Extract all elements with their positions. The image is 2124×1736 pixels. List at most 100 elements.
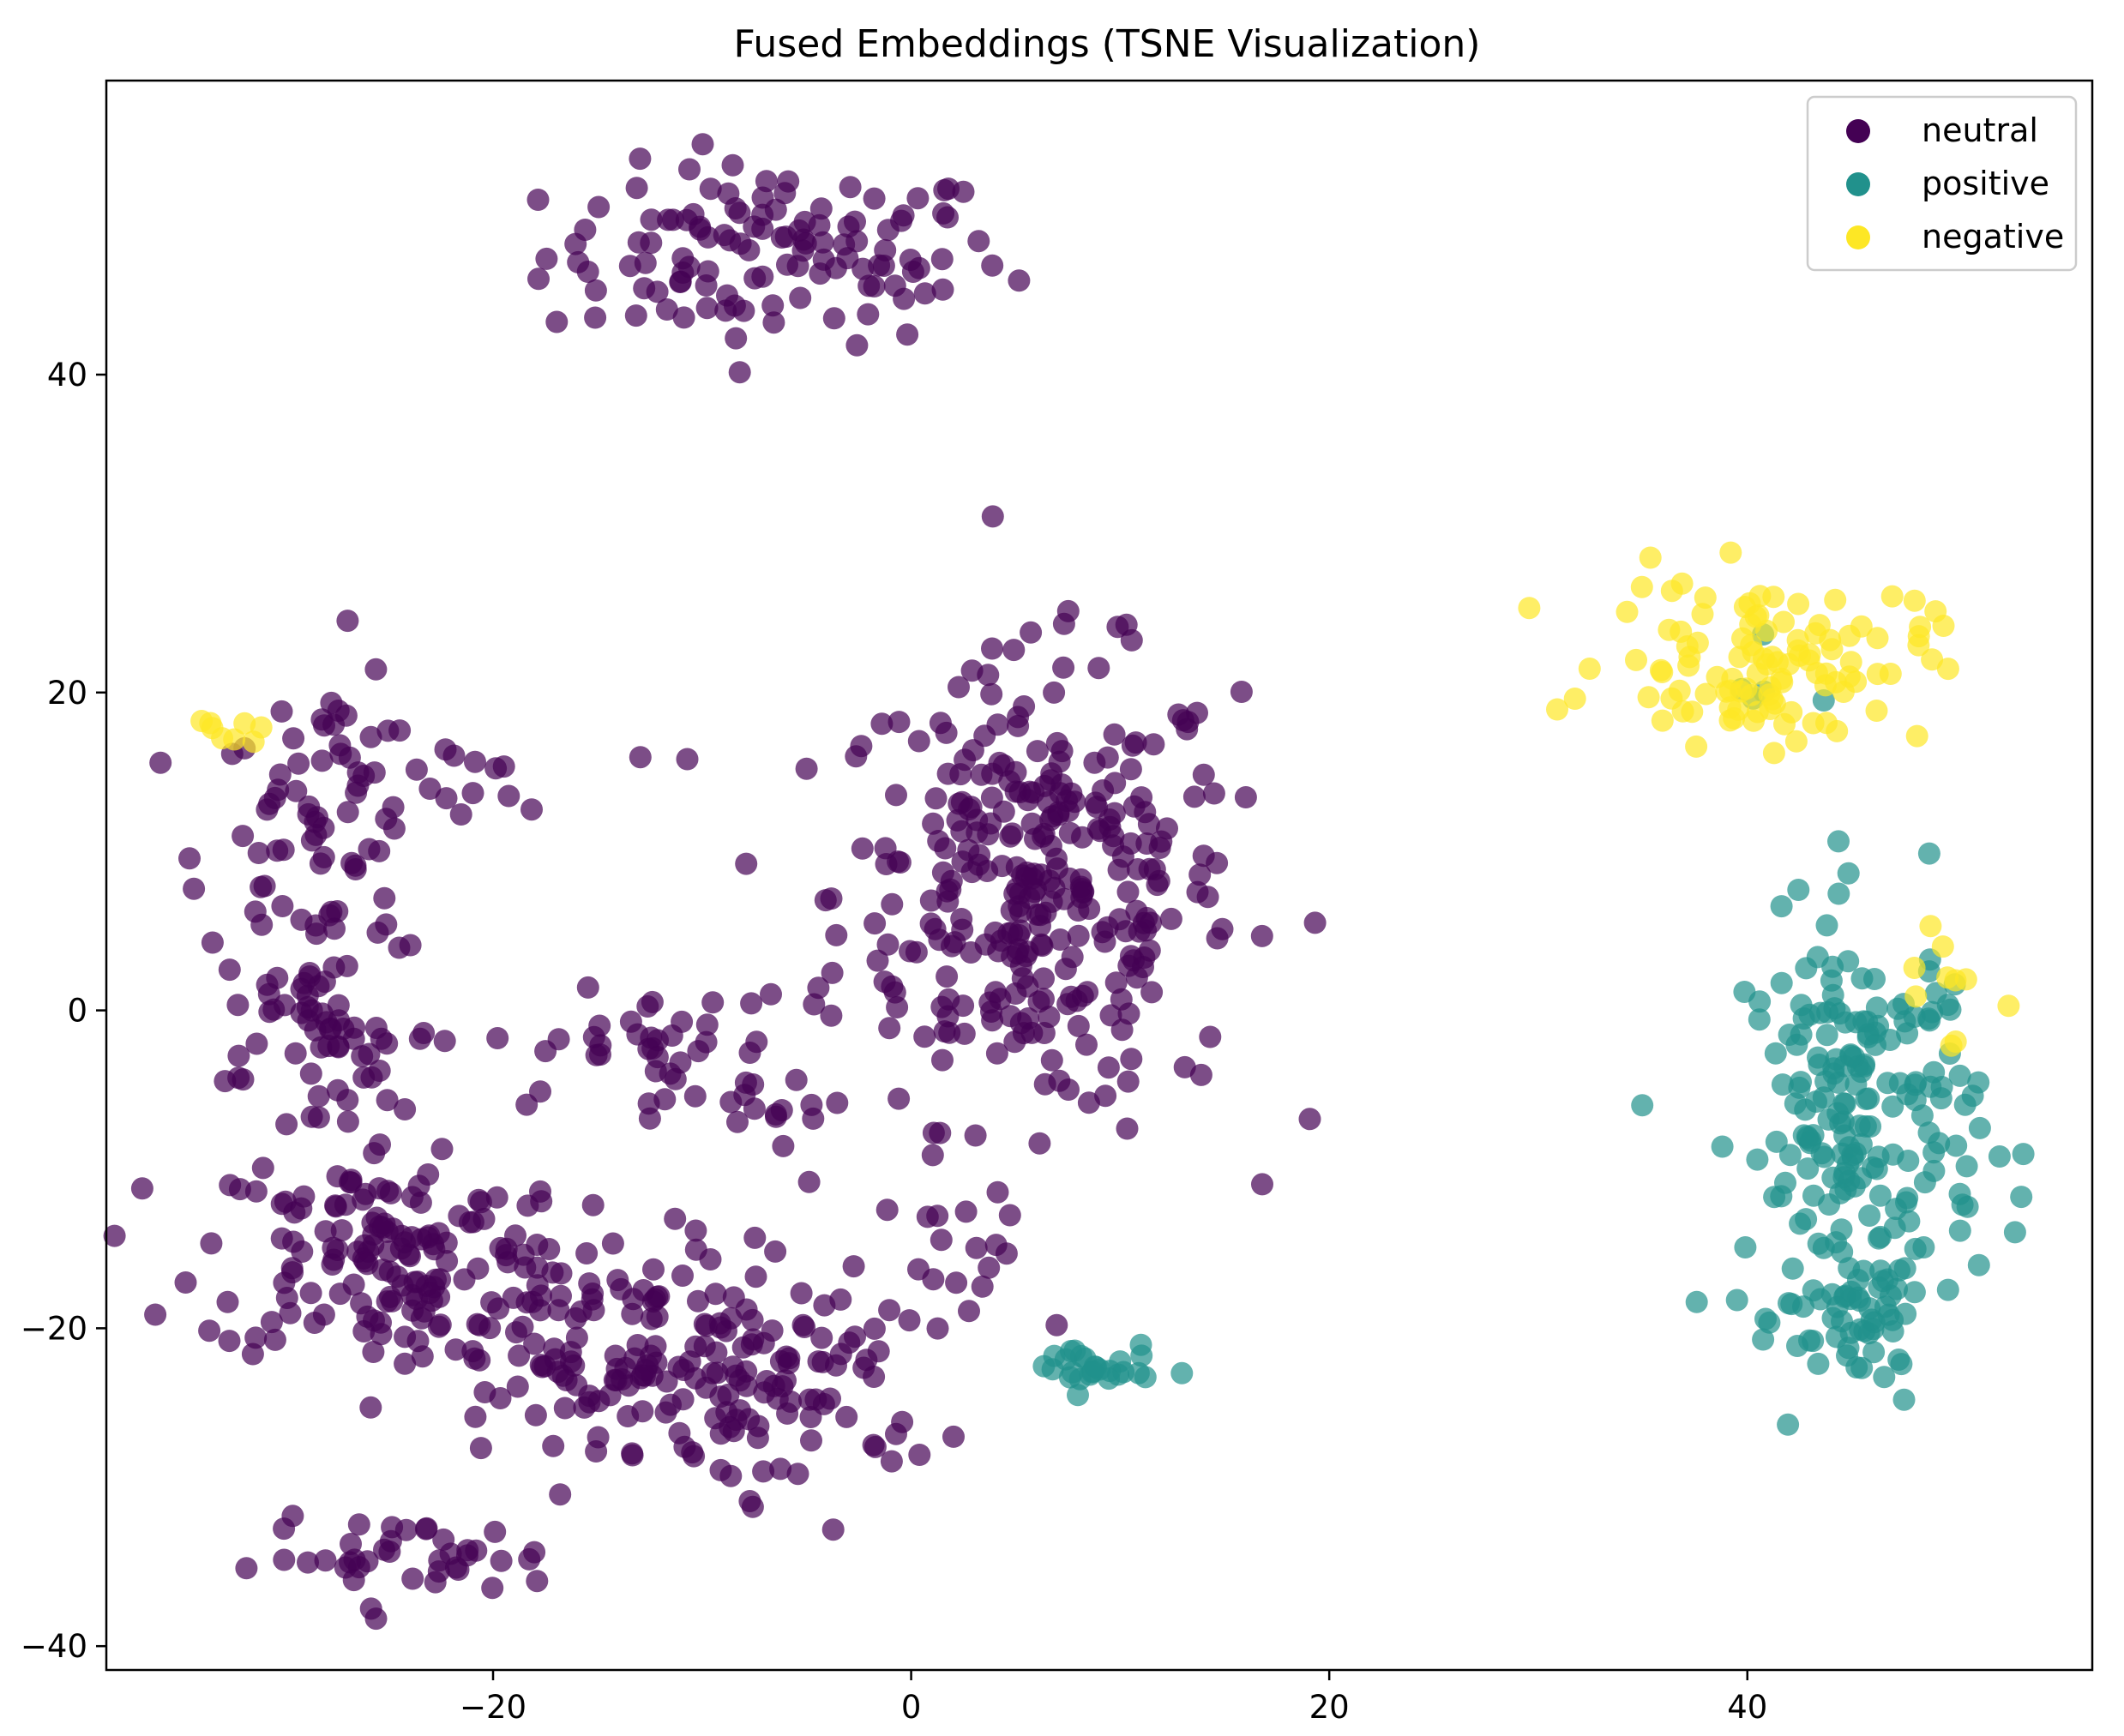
point-neutral bbox=[473, 1381, 496, 1403]
point-neutral bbox=[722, 1420, 745, 1443]
point-neutral bbox=[772, 1134, 795, 1157]
point-positive bbox=[1771, 1073, 1794, 1096]
point-neutral bbox=[263, 1328, 286, 1351]
point-positive bbox=[1896, 1186, 1919, 1210]
point-neutral bbox=[981, 1009, 1004, 1032]
series-positive bbox=[1032, 623, 2035, 1436]
point-neutral bbox=[535, 247, 558, 270]
point-neutral bbox=[442, 744, 466, 767]
point-neutral bbox=[505, 1321, 527, 1344]
point-neutral bbox=[336, 801, 359, 824]
point-neutral bbox=[740, 992, 763, 1015]
point-neutral bbox=[646, 1305, 669, 1328]
point-neutral bbox=[642, 1258, 665, 1281]
point-neutral bbox=[866, 949, 889, 972]
point-neutral bbox=[738, 1490, 761, 1512]
point-neutral bbox=[709, 1385, 732, 1409]
point-neutral bbox=[978, 1256, 1001, 1279]
point-positive bbox=[1881, 1095, 1904, 1118]
point-neutral bbox=[549, 1483, 572, 1506]
point-neutral bbox=[394, 1518, 418, 1541]
point-neutral bbox=[336, 1089, 359, 1112]
point-neutral bbox=[986, 1180, 1009, 1204]
point-neutral bbox=[734, 1071, 757, 1094]
point-neutral bbox=[687, 1289, 709, 1313]
point-neutral bbox=[724, 197, 747, 219]
legend-marker-neutral bbox=[1846, 119, 1870, 143]
point-neutral bbox=[397, 1243, 420, 1266]
point-neutral bbox=[565, 1326, 588, 1349]
point-neutral bbox=[408, 1027, 431, 1050]
point-positive bbox=[1988, 1145, 2011, 1168]
point-neutral bbox=[1061, 946, 1084, 969]
point-neutral bbox=[764, 1240, 787, 1263]
point-neutral bbox=[290, 1001, 313, 1024]
point-neutral bbox=[913, 282, 936, 305]
point-neutral bbox=[1234, 786, 1257, 808]
point-neutral bbox=[326, 1165, 349, 1188]
point-positive bbox=[1770, 895, 1793, 918]
point-neutral bbox=[585, 1043, 608, 1066]
x-tick-label: 40 bbox=[1727, 1689, 1767, 1726]
point-neutral bbox=[655, 1370, 678, 1393]
point-neutral bbox=[878, 1017, 901, 1040]
point-neutral bbox=[1087, 657, 1110, 680]
point-positive bbox=[1752, 1328, 1775, 1351]
point-neutral bbox=[1303, 911, 1327, 934]
point-negative bbox=[1880, 585, 1904, 608]
point-neutral bbox=[336, 1110, 359, 1133]
point-negative bbox=[1997, 994, 2020, 1018]
point-neutral bbox=[1096, 746, 1119, 769]
point-neutral bbox=[274, 994, 296, 1017]
legend: neutral positive negative bbox=[1806, 95, 2078, 272]
point-neutral bbox=[760, 982, 782, 1006]
point-neutral bbox=[881, 975, 904, 998]
point-neutral bbox=[1182, 785, 1206, 808]
point-neutral bbox=[228, 1178, 251, 1201]
point-positive bbox=[1839, 1321, 1862, 1344]
point-neutral bbox=[1114, 920, 1137, 943]
point-negative bbox=[1616, 600, 1639, 623]
point-negative bbox=[1773, 712, 1796, 736]
point-neutral bbox=[327, 994, 350, 1017]
point-positive bbox=[1850, 1356, 1874, 1379]
point-neutral bbox=[587, 195, 611, 219]
point-negative bbox=[1788, 644, 1811, 667]
point-neutral bbox=[1017, 1007, 1040, 1030]
point-neutral bbox=[671, 261, 695, 284]
point-positive bbox=[1953, 1093, 1977, 1116]
point-neutral bbox=[309, 852, 332, 875]
point-neutral bbox=[967, 230, 990, 253]
point-neutral bbox=[678, 158, 701, 181]
point-neutral bbox=[924, 787, 948, 810]
point-neutral bbox=[844, 210, 866, 233]
point-neutral bbox=[888, 711, 911, 734]
point-positive bbox=[1850, 967, 1874, 990]
point-positive bbox=[1763, 1186, 1786, 1209]
point-neutral bbox=[800, 1429, 822, 1452]
point-neutral bbox=[553, 1397, 576, 1420]
point-neutral bbox=[769, 1457, 792, 1481]
point-neutral bbox=[581, 1193, 605, 1216]
point-neutral bbox=[881, 892, 904, 916]
point-neutral bbox=[1097, 1056, 1120, 1079]
point-neutral bbox=[1029, 904, 1052, 927]
point-neutral bbox=[826, 1091, 849, 1114]
point-neutral bbox=[835, 1405, 858, 1428]
point-positive bbox=[1808, 1054, 1831, 1076]
point-neutral bbox=[1056, 599, 1080, 622]
point-positive bbox=[2010, 1186, 2033, 1209]
point-neutral bbox=[891, 1410, 914, 1433]
point-neutral bbox=[1045, 847, 1068, 870]
point-neutral bbox=[906, 187, 930, 210]
point-neutral bbox=[444, 1556, 467, 1579]
point-neutral bbox=[524, 1403, 547, 1427]
point-neutral bbox=[356, 1305, 379, 1328]
point-neutral bbox=[664, 1207, 687, 1230]
point-positive bbox=[1883, 1216, 1906, 1240]
point-neutral bbox=[216, 1290, 239, 1313]
point-neutral bbox=[907, 1258, 930, 1281]
point-neutral bbox=[550, 1262, 573, 1285]
point-negative bbox=[1921, 648, 1944, 671]
point-neutral bbox=[526, 189, 550, 211]
